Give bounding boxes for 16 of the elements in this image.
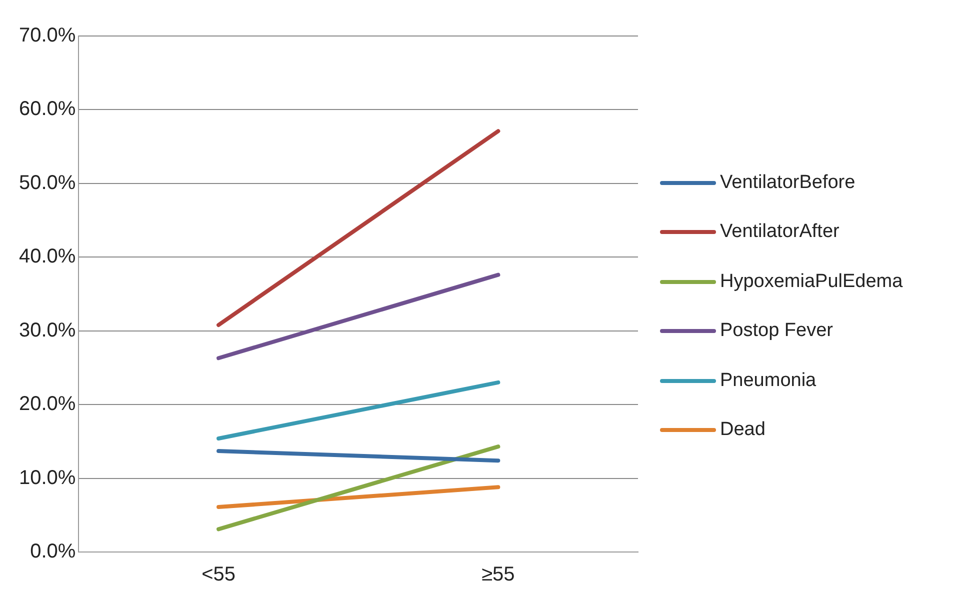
- y-tick-label: 40.0%: [18, 246, 76, 268]
- y-tick-label: 30.0%: [18, 319, 76, 342]
- y-tick-label: 10.0%: [18, 466, 76, 489]
- y-tick-label: 0.0%: [30, 540, 76, 563]
- legend-label: Dead: [720, 419, 766, 441]
- y-tick-label: 50.0%: [18, 172, 76, 194]
- legend-label: VentilatorBefore: [720, 172, 856, 194]
- y-tick-label: 70.0%: [18, 24, 76, 47]
- x-tick-label: <55: [202, 564, 236, 586]
- y-tick-label: 60.0%: [18, 98, 76, 120]
- legend-label: Pneumonia: [720, 370, 816, 392]
- legend-label: VentilatorAfter: [720, 221, 840, 243]
- x-tick-label: ≥55: [482, 564, 515, 586]
- legend-label: Postop Fever: [720, 320, 833, 342]
- y-tick-label: 20.0%: [18, 393, 76, 416]
- legend-label: HypoxemiaPulEdema: [720, 270, 903, 292]
